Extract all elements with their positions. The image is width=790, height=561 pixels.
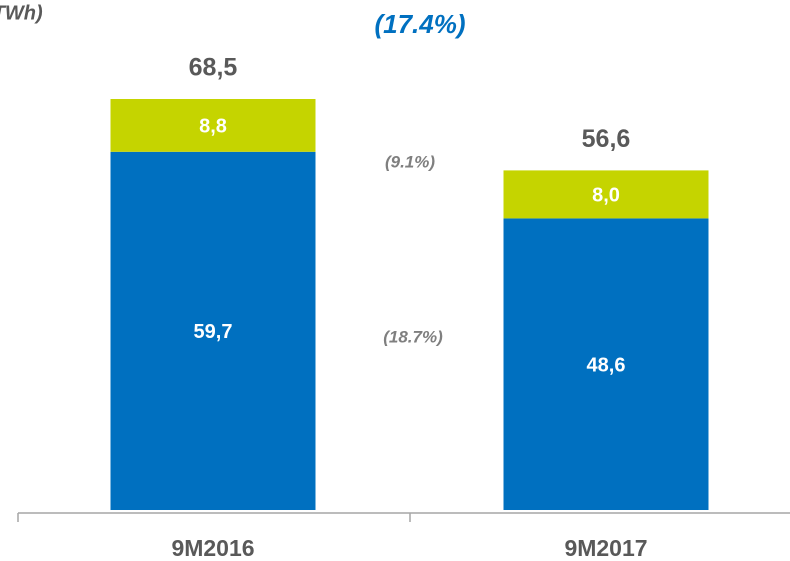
unit-label: (TWh) — [0, 2, 43, 24]
bar-segment — [110, 151, 316, 511]
segment-change: (18.7%) — [383, 327, 443, 346]
x-tick-label: 9M2017 — [564, 535, 647, 561]
total-label: 56,6 — [582, 125, 631, 153]
total-change: (17.4%) — [374, 9, 465, 39]
bar-segment — [503, 170, 709, 219]
segment-change: (9.1%) — [385, 152, 435, 171]
value-label: 8,0 — [592, 185, 620, 207]
bar-segment — [110, 99, 316, 152]
bar-segment — [503, 218, 709, 510]
x-tick-label: 9M2016 — [171, 535, 254, 561]
value-label: 59,7 — [194, 321, 233, 343]
total-label: 68,5 — [189, 54, 238, 82]
value-label: 8,8 — [199, 116, 227, 138]
value-label: 48,6 — [587, 354, 626, 376]
